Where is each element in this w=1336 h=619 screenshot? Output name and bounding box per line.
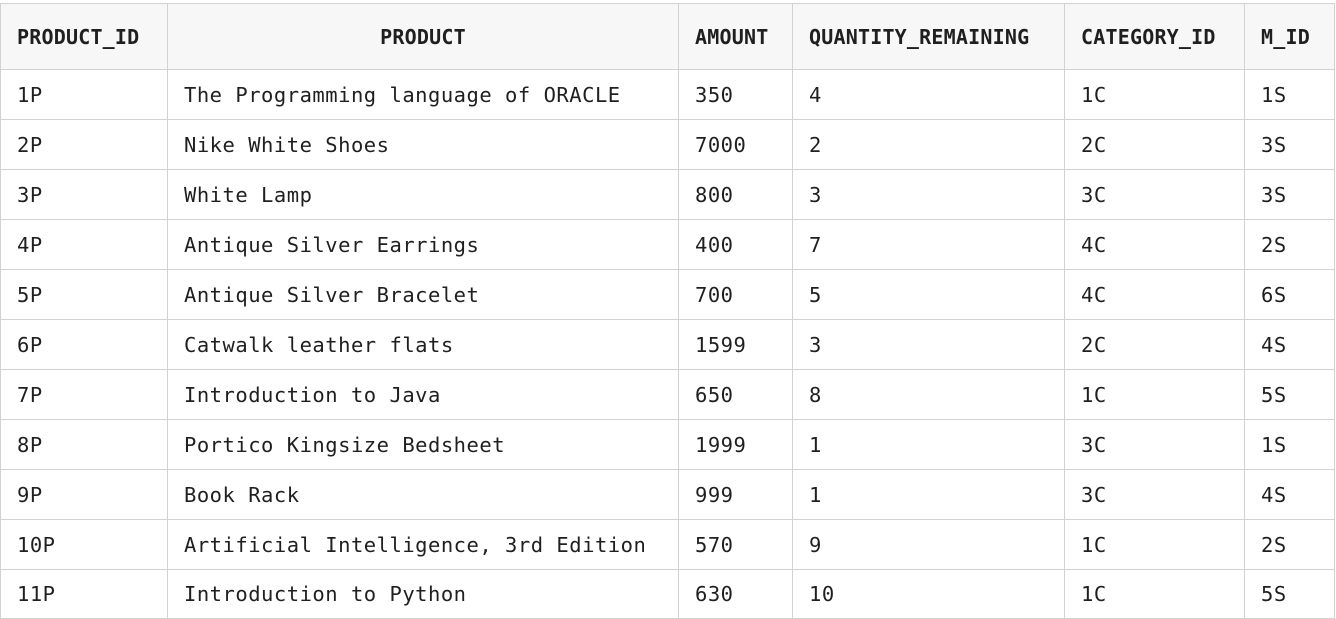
cell-product-id[interactable]: 6P xyxy=(0,319,168,370)
cell-quantity-remaining[interactable]: 3 xyxy=(792,319,1065,370)
cell-product-id[interactable]: 11P xyxy=(0,569,168,619)
cell-amount[interactable]: 570 xyxy=(678,519,793,570)
cell-product-id[interactable]: 7P xyxy=(0,369,168,420)
cell-amount[interactable]: 800 xyxy=(678,169,793,220)
cell-quantity-remaining[interactable]: 7 xyxy=(792,219,1065,270)
cell-m-id[interactable]: 6S xyxy=(1244,269,1335,320)
table-row[interactable]: 4P Antique Silver Earrings 400 7 4C 2S xyxy=(0,219,1335,270)
cell-quantity-remaining[interactable]: 2 xyxy=(792,119,1065,170)
cell-category-id[interactable]: 4C xyxy=(1064,269,1245,320)
cell-category-id[interactable]: 2C xyxy=(1064,319,1245,370)
table-row[interactable]: 2P Nike White Shoes 7000 2 2C 3S xyxy=(0,119,1335,170)
cell-m-id[interactable]: 1S xyxy=(1244,69,1335,120)
cell-quantity-remaining[interactable]: 1 xyxy=(792,419,1065,470)
cell-amount[interactable]: 700 xyxy=(678,269,793,320)
cell-amount[interactable]: 650 xyxy=(678,369,793,420)
table-row[interactable]: 6P Catwalk leather flats 1599 3 2C 4S xyxy=(0,319,1335,370)
cell-amount[interactable]: 1599 xyxy=(678,319,793,370)
cell-m-id[interactable]: 4S xyxy=(1244,319,1335,370)
cell-category-id[interactable]: 1C xyxy=(1064,519,1245,570)
cell-category-id[interactable]: 1C xyxy=(1064,369,1245,420)
table-row[interactable]: 1P The Programming language of ORACLE 350 4… xyxy=(0,69,1335,120)
cell-product[interactable]: Artificial Intelligence, 3rd Edition xyxy=(167,519,679,570)
column-header-amount[interactable]: AMOUNT xyxy=(678,3,793,70)
column-header-m-id[interactable]: M_ID xyxy=(1244,3,1335,70)
cell-quantity-remaining[interactable]: 3 xyxy=(792,169,1065,220)
cell-amount[interactable]: 7000 xyxy=(678,119,793,170)
column-header-quantity-remaining[interactable]: QUANTITY_REMAINING xyxy=(792,3,1065,70)
table-row[interactable]: 11P Introduction to Python 630 10 1C 5S xyxy=(0,569,1335,619)
cell-amount[interactable]: 1999 xyxy=(678,419,793,470)
column-header-product-id[interactable]: PRODUCT_ID xyxy=(0,3,168,70)
cell-m-id[interactable]: 2S xyxy=(1244,519,1335,570)
cell-product-id[interactable]: 4P xyxy=(0,219,168,270)
cell-quantity-remaining[interactable]: 4 xyxy=(792,69,1065,120)
cell-product[interactable]: Portico Kingsize Bedsheet xyxy=(167,419,679,470)
cell-amount[interactable]: 350 xyxy=(678,69,793,120)
cell-product-id[interactable]: 5P xyxy=(0,269,168,320)
cell-category-id[interactable]: 3C xyxy=(1064,419,1245,470)
cell-product-id[interactable]: 1P xyxy=(0,69,168,120)
column-header-product[interactable]: PRODUCT xyxy=(167,3,679,70)
cell-category-id[interactable]: 1C xyxy=(1064,569,1245,619)
cell-product[interactable]: Introduction to Java xyxy=(167,369,679,420)
cell-amount[interactable]: 630 xyxy=(678,569,793,619)
cell-m-id[interactable]: 2S xyxy=(1244,219,1335,270)
results-grid: PRODUCT_ID PRODUCT AMOUNT QUANTITY_REMAI… xyxy=(0,3,1335,619)
cell-category-id[interactable]: 1C xyxy=(1064,69,1245,120)
column-header-category-id[interactable]: CATEGORY_ID xyxy=(1064,3,1245,70)
cell-product[interactable]: Book Rack xyxy=(167,469,679,520)
cell-product[interactable]: White Lamp xyxy=(167,169,679,220)
cell-m-id[interactable]: 5S xyxy=(1244,569,1335,619)
cell-product-id[interactable]: 8P xyxy=(0,419,168,470)
cell-product[interactable]: Catwalk leather flats xyxy=(167,319,679,370)
cell-amount[interactable]: 999 xyxy=(678,469,793,520)
cell-product-id[interactable]: 2P xyxy=(0,119,168,170)
table-row[interactable]: 9P Book Rack 999 1 3C 4S xyxy=(0,469,1335,520)
cell-product[interactable]: Nike White Shoes xyxy=(167,119,679,170)
cell-category-id[interactable]: 4C xyxy=(1064,219,1245,270)
table-row[interactable]: 7P Introduction to Java 650 8 1C 5S xyxy=(0,369,1335,420)
products-table: PRODUCT_ID PRODUCT AMOUNT QUANTITY_REMAI… xyxy=(0,3,1335,619)
cell-m-id[interactable]: 1S xyxy=(1244,419,1335,470)
table-row[interactable]: 10P Artificial Intelligence, 3rd Edition 5… xyxy=(0,519,1335,570)
cell-product-id[interactable]: 3P xyxy=(0,169,168,220)
cell-m-id[interactable]: 5S xyxy=(1244,369,1335,420)
cell-quantity-remaining[interactable]: 1 xyxy=(792,469,1065,520)
cell-quantity-remaining[interactable]: 5 xyxy=(792,269,1065,320)
cell-product[interactable]: The Programming language of ORACLE xyxy=(167,69,679,120)
cell-m-id[interactable]: 4S xyxy=(1244,469,1335,520)
cell-quantity-remaining[interactable]: 9 xyxy=(792,519,1065,570)
cell-product-id[interactable]: 9P xyxy=(0,469,168,520)
cell-category-id[interactable]: 3C xyxy=(1064,469,1245,520)
cell-product-id[interactable]: 10P xyxy=(0,519,168,570)
table-row[interactable]: 3P White Lamp 800 3 3C 3S xyxy=(0,169,1335,220)
header-row: PRODUCT_ID PRODUCT AMOUNT QUANTITY_REMAI… xyxy=(0,3,1335,70)
cell-m-id[interactable]: 3S xyxy=(1244,119,1335,170)
cell-category-id[interactable]: 2C xyxy=(1064,119,1245,170)
cell-quantity-remaining[interactable]: 10 xyxy=(792,569,1065,619)
table-row[interactable]: 5P Antique Silver Bracelet 700 5 4C 6S xyxy=(0,269,1335,320)
cell-product[interactable]: Introduction to Python xyxy=(167,569,679,619)
cell-quantity-remaining[interactable]: 8 xyxy=(792,369,1065,420)
cell-amount[interactable]: 400 xyxy=(678,219,793,270)
table-row[interactable]: 8P Portico Kingsize Bedsheet 1999 1 3C 1S xyxy=(0,419,1335,470)
cell-m-id[interactable]: 3S xyxy=(1244,169,1335,220)
cell-product[interactable]: Antique Silver Bracelet xyxy=(167,269,679,320)
table-body: 1P The Programming language of ORACLE 350 4… xyxy=(0,69,1335,619)
cell-product[interactable]: Antique Silver Earrings xyxy=(167,219,679,270)
cell-category-id[interactable]: 3C xyxy=(1064,169,1245,220)
